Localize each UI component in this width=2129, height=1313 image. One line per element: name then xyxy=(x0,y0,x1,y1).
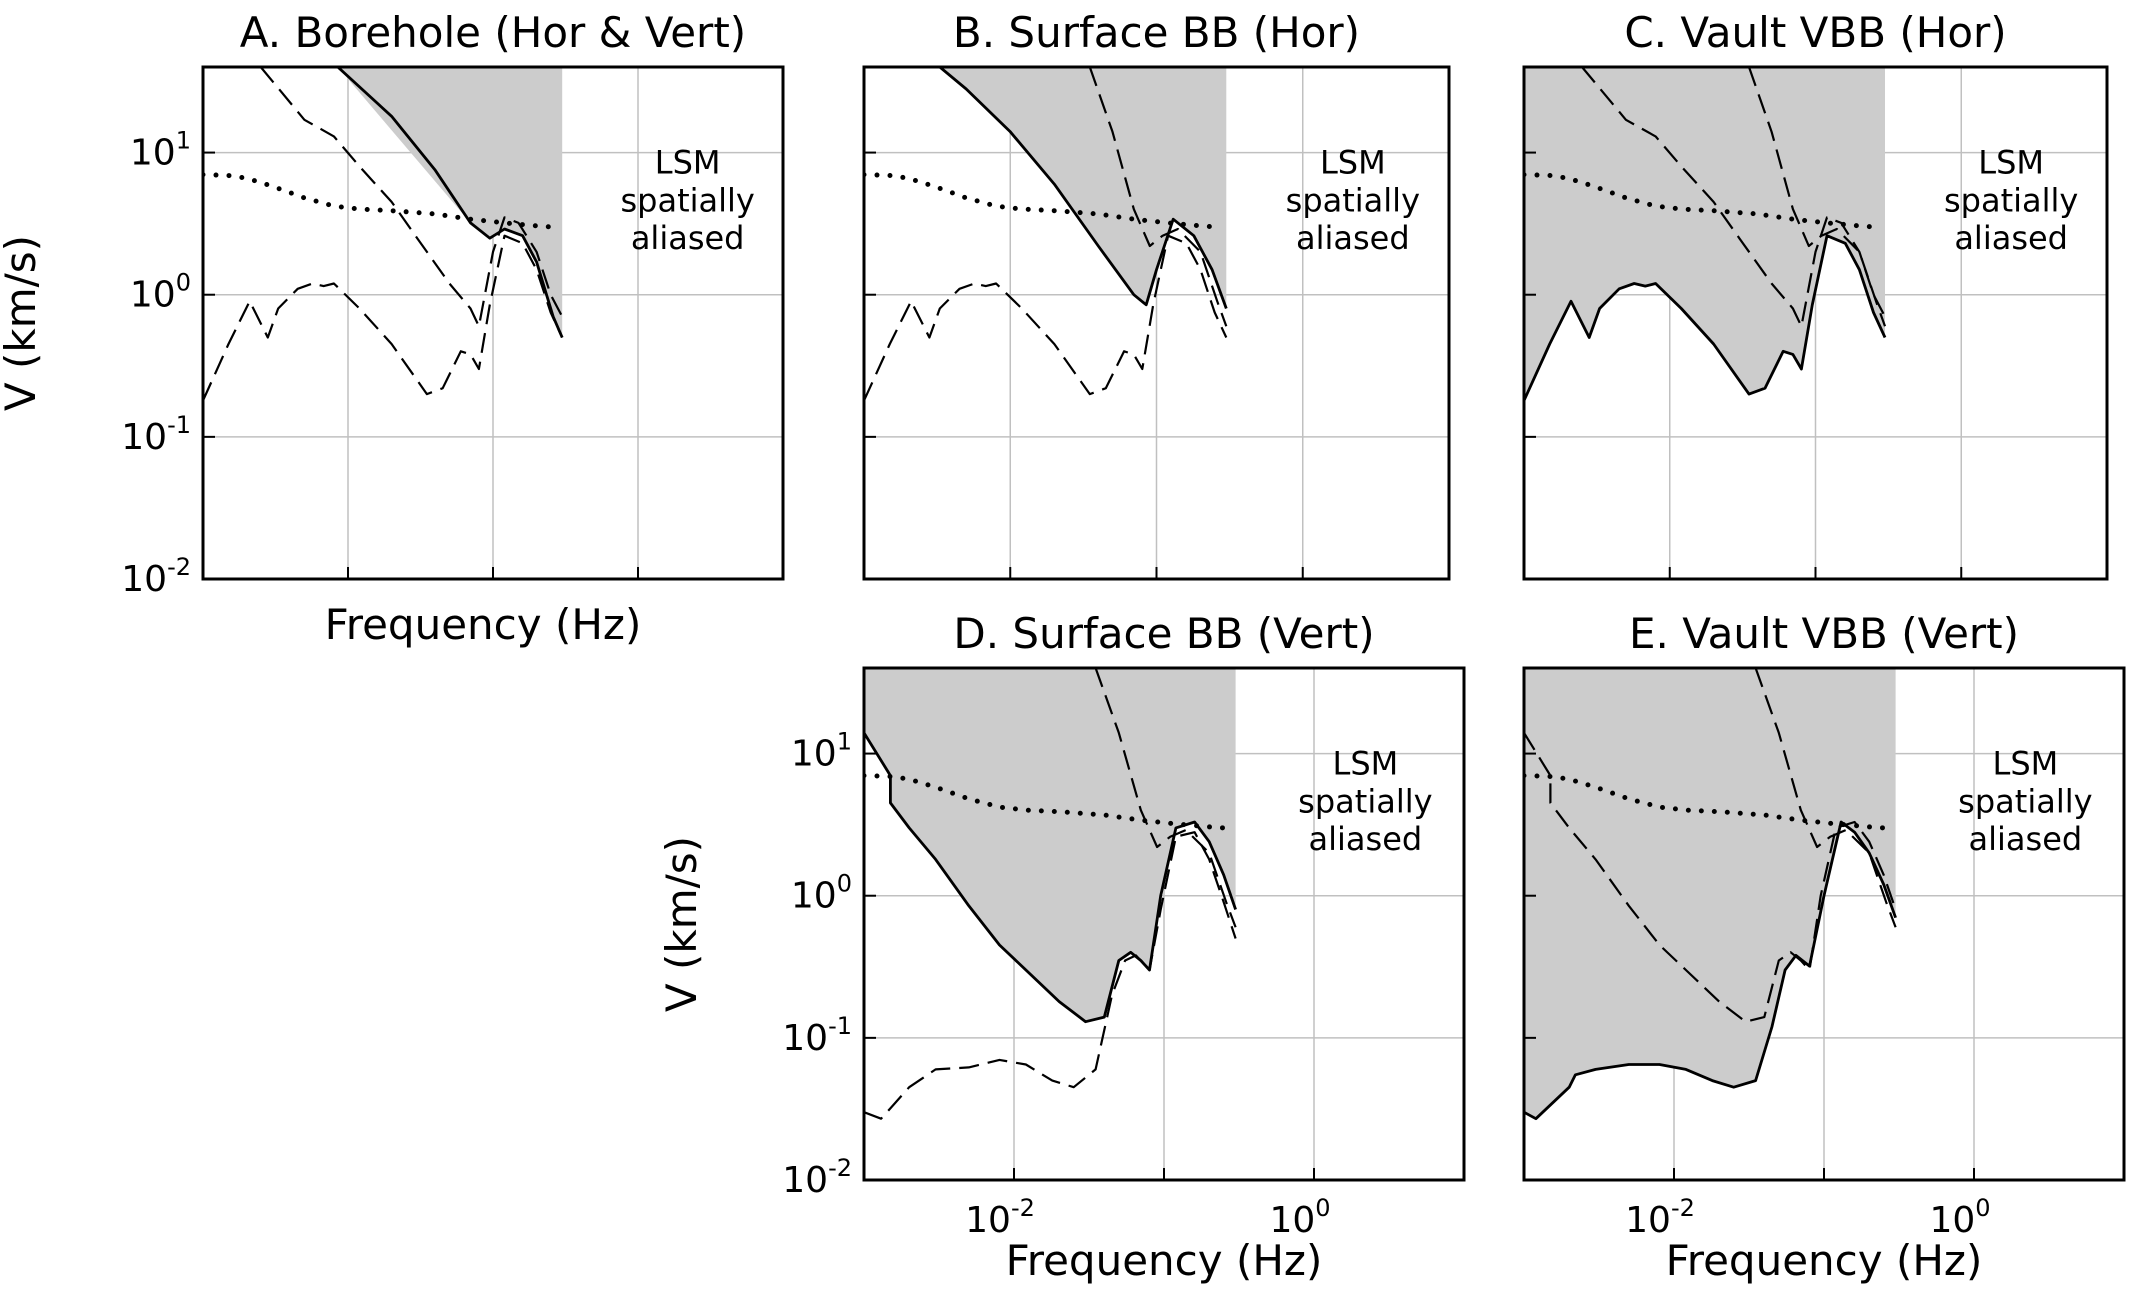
dashed-series-line xyxy=(1088,67,1228,327)
y-tick-label: 101 xyxy=(791,728,852,775)
x-tick-label: 100 xyxy=(1929,1194,1990,1241)
aliased-region-a xyxy=(337,67,563,338)
y-axis-label: V (km/s) xyxy=(0,235,45,411)
annotation-line: aliased xyxy=(631,219,745,257)
annotation-line: aliased xyxy=(1969,820,2083,858)
annotation-line: aliased xyxy=(1309,820,1423,858)
aliased-region-c xyxy=(1524,67,1885,401)
dashed-series-line xyxy=(1524,732,1897,1023)
annotation-line: aliased xyxy=(1954,219,2068,257)
dotted-series-line xyxy=(864,773,1227,831)
dotted-series-line xyxy=(1524,773,1887,831)
y-axis-label: V (km/s) xyxy=(657,836,706,1012)
annotation-line: spatially xyxy=(1286,182,1420,220)
annotation-line: LSM xyxy=(1978,144,2044,182)
y-tick-label: 10-1 xyxy=(782,1012,852,1059)
annotation-line: aliased xyxy=(1296,219,1410,257)
dashed-series-line xyxy=(1094,668,1237,928)
x-axis-label: Frequency (Hz) xyxy=(325,600,642,649)
solid-series-line xyxy=(1524,234,1887,402)
dashed-series-line xyxy=(1581,67,1886,328)
x-tick-label: 10-2 xyxy=(1625,1194,1695,1241)
dashed-series-line xyxy=(1747,67,1887,327)
x-tick-label: 100 xyxy=(1269,1194,1330,1241)
annotation-line: LSM xyxy=(1332,745,1398,783)
plot-frame xyxy=(1522,65,2109,581)
aliased-region-d xyxy=(864,668,1236,1022)
plot-frame xyxy=(1522,666,2126,1182)
solid-series-line xyxy=(1524,820,1897,1121)
solid-series-line xyxy=(336,67,564,339)
x-axis-label: Frequency (Hz) xyxy=(1666,1236,1983,1285)
annotation-line: LSM xyxy=(1320,144,1386,182)
panel-title: E. Vault VBB (Vert) xyxy=(1629,609,2019,658)
annotation-line: spatially xyxy=(1944,182,2078,220)
panel-title: A. Borehole (Hor & Vert) xyxy=(240,8,746,57)
plot-area xyxy=(1524,67,1887,402)
annotation-line: LSM xyxy=(1992,745,2058,783)
plot-frame xyxy=(201,65,785,581)
plot-frame xyxy=(862,65,1451,581)
y-tick-label: 10-2 xyxy=(782,1154,852,1201)
solid-series-line xyxy=(864,732,1237,1024)
dotted-series-line xyxy=(864,172,1218,230)
annotation-line: spatially xyxy=(620,182,754,220)
panel-title: C. Vault VBB (Hor) xyxy=(1624,8,2006,57)
aliased-region-e xyxy=(1524,668,1896,1119)
annotation-line: LSM xyxy=(655,144,721,182)
aliased-region-b xyxy=(939,67,1227,309)
x-axis-label: Frequency (Hz) xyxy=(1006,1236,1323,1285)
dashed-series-line xyxy=(864,831,1237,1120)
dashed-series-line xyxy=(259,67,564,328)
plot-area xyxy=(203,67,564,402)
y-tick-label: 10-1 xyxy=(121,411,191,458)
y-tick-label: 10-2 xyxy=(121,553,191,600)
y-tick-label: 100 xyxy=(130,269,191,316)
dashed-series-line xyxy=(203,234,564,402)
plot-area xyxy=(864,67,1228,402)
dashed-series-line xyxy=(1754,668,1897,928)
panel-title: D. Surface BB (Vert) xyxy=(953,609,1374,658)
annotation-line: spatially xyxy=(1298,783,1432,821)
solid-series-line xyxy=(938,67,1228,309)
plot-area xyxy=(864,668,1237,1120)
y-tick-label: 100 xyxy=(791,870,852,917)
panel-title: B. Surface BB (Hor) xyxy=(953,8,1360,57)
plot-area xyxy=(1524,668,1897,1121)
x-tick-label: 10-2 xyxy=(965,1194,1035,1241)
y-tick-label: 101 xyxy=(130,127,191,174)
dashed-series-line xyxy=(864,234,1228,402)
plot-frame xyxy=(862,666,1466,1182)
annotation-line: spatially xyxy=(1958,783,2092,821)
